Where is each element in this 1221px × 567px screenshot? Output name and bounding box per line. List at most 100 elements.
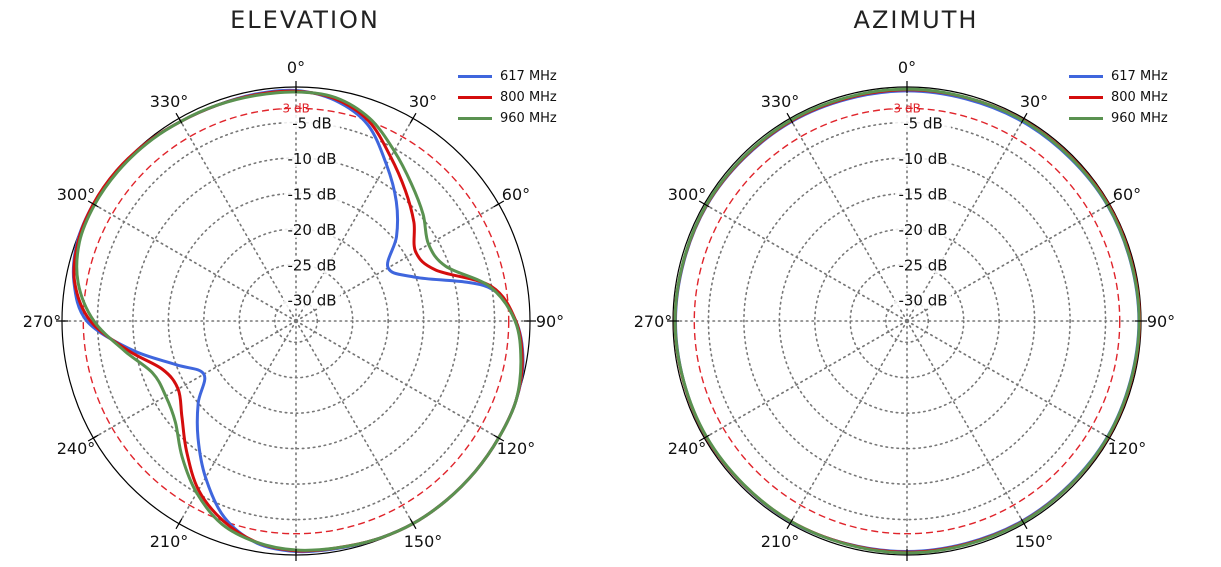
radial-tick-label: -30 dB xyxy=(287,292,336,310)
legend-item-800: 800 MHz xyxy=(458,87,557,108)
grid-ring xyxy=(132,157,460,485)
radial-label-bg xyxy=(895,257,951,274)
radial-label-bg xyxy=(895,150,951,167)
angle-tick xyxy=(87,434,99,442)
grid-spoke xyxy=(295,320,500,439)
angle-tick-label: 0° xyxy=(287,58,305,77)
radial-label-bg xyxy=(895,221,951,238)
angle-tick-label: 300° xyxy=(57,185,96,204)
legend-swatch-617 xyxy=(1069,75,1103,78)
reference-circle xyxy=(693,107,1121,535)
grid-spoke xyxy=(789,320,908,525)
angle-tick-label: 330° xyxy=(150,92,189,111)
chart-title: AZIMUTH xyxy=(853,6,979,34)
legend-label: 617 MHz xyxy=(500,69,557,84)
angle-tick-label: 270° xyxy=(23,312,62,331)
angle-tick xyxy=(409,112,417,124)
radial-tick-label: -20 dB xyxy=(287,221,336,239)
angle-tick-label: 150° xyxy=(1015,532,1054,551)
legend-swatch-800 xyxy=(1069,96,1103,99)
angle-tick xyxy=(175,518,183,530)
angle-tick xyxy=(1020,112,1028,124)
grid-spoke xyxy=(178,117,297,322)
angle-tick-label: 90° xyxy=(536,312,564,331)
reference-label: -3 dB xyxy=(278,101,310,115)
radial-label-bg xyxy=(895,186,951,203)
grid-ring xyxy=(743,157,1071,485)
legend-item-960: 960 MHz xyxy=(1069,108,1168,129)
elevation-polar-plot: 0°30°60°90°120°150°180°210°240°270°300°3… xyxy=(23,58,564,567)
reference-label: -3 dB xyxy=(889,101,921,115)
legend-label: 800 MHz xyxy=(1111,90,1168,105)
grid-spoke xyxy=(906,117,1025,322)
azimuth-chart: AZIMUTH 0°30°60°90°120°150°180°210°240°2… xyxy=(611,0,1221,567)
angle-tick xyxy=(698,434,710,442)
angle-tick-label: 240° xyxy=(57,439,96,458)
angle-tick-label: 120° xyxy=(1108,439,1147,458)
angle-tick xyxy=(698,200,710,208)
legend-label: 800 MHz xyxy=(500,90,557,105)
angle-tick-label: 90° xyxy=(1147,312,1175,331)
angle-tick xyxy=(493,200,505,208)
grid-spoke xyxy=(92,203,297,322)
angle-tick xyxy=(1104,200,1116,208)
radial-label-bg xyxy=(284,221,340,238)
angle-tick-label: 150° xyxy=(404,532,443,551)
angle-tick xyxy=(409,518,417,530)
radial-tick-label: -15 dB xyxy=(898,185,947,203)
grid-spoke xyxy=(703,203,908,322)
angle-tick xyxy=(1104,434,1116,442)
angle-tick-label: 30° xyxy=(1020,92,1048,111)
grid-spoke xyxy=(178,320,297,525)
radial-label-bg xyxy=(284,115,340,132)
angle-tick-label: 120° xyxy=(497,439,536,458)
radial-label-bg xyxy=(284,150,340,167)
legend-item-617: 617 MHz xyxy=(1069,66,1168,87)
legend-label: 960 MHz xyxy=(1111,111,1168,126)
legend-item-960: 960 MHz xyxy=(458,108,557,129)
legend-swatch-800 xyxy=(458,96,492,99)
legend: 617 MHz 800 MHz 960 MHz xyxy=(1069,66,1168,129)
angle-tick-label: 240° xyxy=(668,439,707,458)
grid-spoke xyxy=(92,320,297,439)
angle-tick xyxy=(1020,518,1028,530)
radial-tick-label: -25 dB xyxy=(287,256,336,274)
angle-tick-label: 30° xyxy=(409,92,437,111)
grid-spoke xyxy=(703,320,908,439)
legend-label: 617 MHz xyxy=(1111,69,1168,84)
radial-tick-label: -20 dB xyxy=(898,221,947,239)
angle-tick xyxy=(87,200,99,208)
angle-tick xyxy=(786,112,794,124)
radial-tick-label: -5 dB xyxy=(292,114,332,132)
radial-label-bg xyxy=(895,292,951,309)
legend-item-617: 617 MHz xyxy=(458,66,557,87)
grid-spoke xyxy=(906,320,1025,525)
angle-tick xyxy=(786,518,794,530)
azimuth-polar-plot: 0°30°60°90°120°150°180°210°240°270°300°3… xyxy=(634,58,1175,567)
radial-label-bg xyxy=(284,257,340,274)
radial-label-bg xyxy=(895,115,951,132)
grid-spoke xyxy=(295,117,414,322)
legend: 617 MHz 800 MHz 960 MHz xyxy=(458,66,557,129)
legend-swatch-960 xyxy=(1069,117,1103,120)
grid-spoke xyxy=(789,117,908,322)
radial-tick-label: -25 dB xyxy=(898,256,947,274)
angle-tick xyxy=(175,112,183,124)
radial-label-bg xyxy=(284,186,340,203)
angle-tick-label: 330° xyxy=(761,92,800,111)
angle-tick xyxy=(493,434,505,442)
legend-swatch-617 xyxy=(458,75,492,78)
legend-swatch-960 xyxy=(458,117,492,120)
radial-label-bg xyxy=(284,292,340,309)
grid-spoke xyxy=(295,320,414,525)
radial-tick-label: -5 dB xyxy=(903,114,943,132)
angle-tick-label: 0° xyxy=(898,58,916,77)
chart-title: ELEVATION xyxy=(230,6,380,34)
angle-tick-label: 300° xyxy=(668,185,707,204)
angle-tick-label: 210° xyxy=(150,532,189,551)
grid-spoke xyxy=(906,320,1111,439)
reference-circle xyxy=(82,107,510,535)
legend-label: 960 MHz xyxy=(500,111,557,126)
angle-tick-label: 210° xyxy=(761,532,800,551)
radial-tick-label: -10 dB xyxy=(287,150,336,168)
